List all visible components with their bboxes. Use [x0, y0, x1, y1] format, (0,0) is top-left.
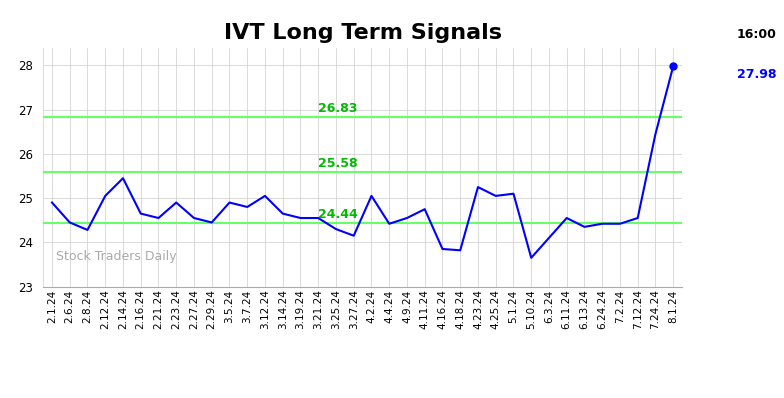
Text: 27.98: 27.98: [737, 68, 776, 81]
Title: IVT Long Term Signals: IVT Long Term Signals: [223, 23, 502, 43]
Text: Stock Traders Daily: Stock Traders Daily: [56, 250, 176, 263]
Text: 26.83: 26.83: [318, 102, 358, 115]
Text: 16:00: 16:00: [736, 28, 776, 41]
Text: 24.44: 24.44: [318, 208, 358, 220]
Text: 25.58: 25.58: [318, 157, 358, 170]
